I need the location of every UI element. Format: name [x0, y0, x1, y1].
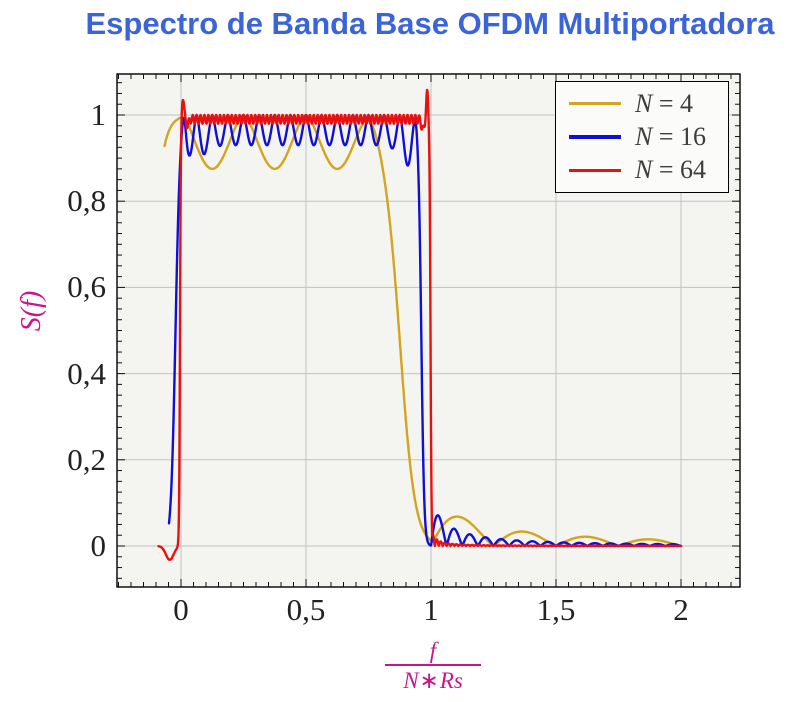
asterisk-operator: ∗: [419, 668, 439, 693]
y-tick-label-1: 0,2: [67, 441, 106, 477]
curve-N64: [157, 88, 683, 561]
legend-item-N64: N = 64: [556, 155, 728, 185]
legend-line-sample-N16: [569, 135, 621, 139]
y-tick-label-0: 0: [90, 527, 107, 563]
fraction-bar: [385, 664, 481, 666]
x-tick-label-3: 1,5: [536, 592, 576, 627]
denominator-rs: Rs: [439, 668, 463, 693]
legend-label-N4: N = 4: [635, 88, 694, 118]
y-tick-label-5: 1: [90, 96, 107, 132]
curves: [157, 88, 683, 561]
legend-item-N4: N = 4: [556, 89, 728, 119]
x-tick-label-0: 0: [173, 592, 189, 627]
tick-marks: [117, 74, 740, 587]
denominator-n: N: [403, 668, 419, 693]
legend-label-N16: N = 16: [635, 121, 707, 151]
curve-N4: [163, 113, 683, 548]
chart-title: Espectro de Banda Base OFDM Multiportado…: [85, 6, 775, 41]
y-tick-label-2: 0,4: [67, 355, 106, 391]
x-tick-label-2: 1: [423, 592, 439, 627]
legend-label-N64: N = 64: [635, 155, 707, 185]
x-axis-label-denominator: N∗Rs: [385, 668, 481, 693]
y-tick-label-4: 0,8: [67, 183, 106, 219]
y-tick-label-3: 0,6: [67, 269, 106, 305]
legend-line-sample-N4: [569, 101, 621, 106]
x-tick-label-1: 0,5: [286, 592, 326, 627]
legend-item-N16: N = 16: [556, 122, 728, 152]
x-tick-label-4: 2: [673, 592, 689, 627]
x-axis-label-numerator: f: [429, 638, 437, 663]
legend-line-sample-N64: [569, 168, 621, 173]
x-axis-label: f N∗Rs: [385, 639, 481, 693]
curve-N16: [167, 113, 683, 548]
